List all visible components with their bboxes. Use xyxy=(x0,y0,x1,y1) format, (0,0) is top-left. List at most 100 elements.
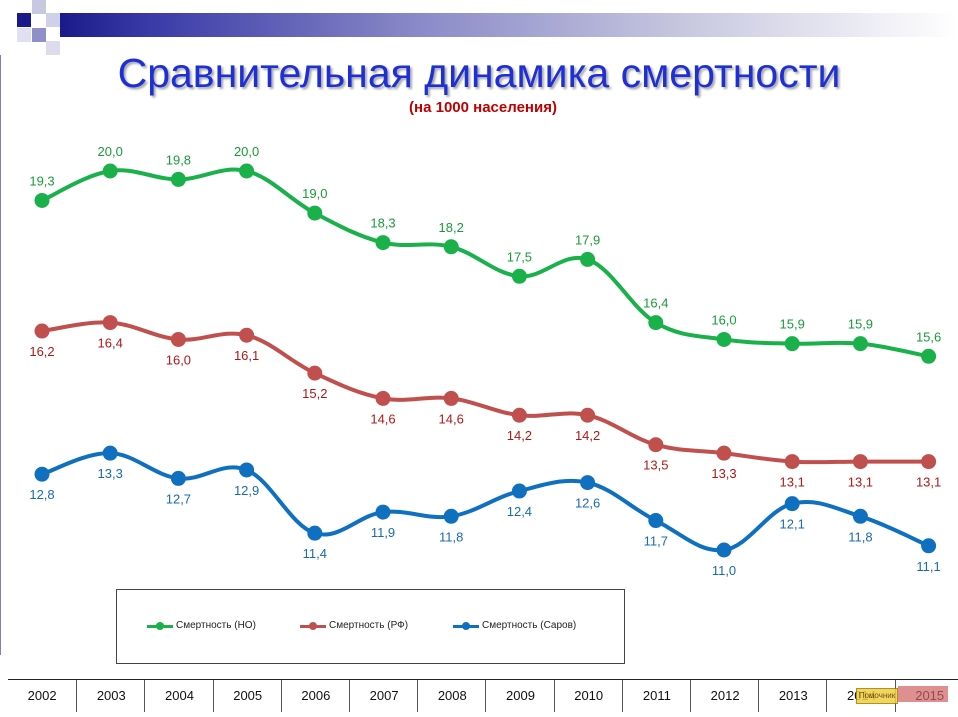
data-label: 12,1 xyxy=(780,517,805,532)
data-label: 12,4 xyxy=(507,504,532,519)
legend-label: Смертность (НО) xyxy=(176,620,256,631)
data-point xyxy=(784,336,800,352)
data-point xyxy=(852,508,868,524)
data-label: 16,4 xyxy=(643,296,668,311)
data-point xyxy=(375,235,391,251)
data-label: 11,9 xyxy=(371,525,395,540)
data-point xyxy=(239,163,255,179)
series-line-0 xyxy=(41,167,929,359)
data-point xyxy=(784,496,800,512)
data-point xyxy=(443,508,459,524)
x-tick-label: 2005 xyxy=(212,680,282,712)
data-point xyxy=(375,390,391,406)
data-label: 15,2 xyxy=(302,386,327,401)
data-point xyxy=(580,251,596,267)
x-axis-table: 2002 2003 2004 2005 2006 2007 2008 2009 2010 2011… xyxy=(8,679,958,712)
x-tick-label: 2002 xyxy=(27,688,57,703)
x-tick-label: 2011 xyxy=(621,680,691,712)
data-label: 14,6 xyxy=(439,411,464,426)
legend-label: Смертность (РФ) xyxy=(329,620,409,631)
data-point xyxy=(852,336,868,352)
data-point xyxy=(511,407,527,423)
data-point xyxy=(921,454,937,470)
data-point xyxy=(34,192,50,208)
data-label: 19,0 xyxy=(302,186,327,201)
data-label: 19,8 xyxy=(166,152,191,167)
data-point xyxy=(34,466,50,482)
data-label: 15,9 xyxy=(848,317,873,332)
x-tick-label: 2013 xyxy=(758,680,827,712)
data-label: 12,7 xyxy=(166,491,191,506)
data-point xyxy=(716,331,732,347)
x-tick-label: 2003 xyxy=(76,680,145,712)
data-point xyxy=(170,331,186,347)
decor-square-mid xyxy=(32,28,46,42)
data-point xyxy=(375,504,391,520)
data-label: 18,3 xyxy=(370,216,395,231)
data-point xyxy=(307,525,323,541)
data-label: 19,3 xyxy=(29,173,54,188)
chart-legend: Смертность (НО) Смертность (РФ) Смертнос… xyxy=(116,589,625,664)
legend-item-no: Смертность (НО) xyxy=(147,620,256,631)
data-label: 14,6 xyxy=(370,411,395,426)
data-label: 14,2 xyxy=(575,428,600,443)
x-tick-label: 2004 xyxy=(144,680,213,712)
data-point xyxy=(511,483,527,499)
x-tick-label: 2009 xyxy=(485,680,554,712)
data-label: 11,4 xyxy=(303,546,327,561)
legend-label: Смертность (Саров) xyxy=(482,620,577,631)
data-point xyxy=(443,390,459,406)
decor-square-light xyxy=(17,28,31,42)
x-tick-label: 2006 xyxy=(280,680,350,712)
data-label: 20,0 xyxy=(98,144,123,159)
data-label: 12,8 xyxy=(29,487,54,502)
data-point xyxy=(580,475,596,491)
data-label: 16,0 xyxy=(166,352,191,367)
x-tick-label: 2010 xyxy=(553,680,623,712)
series-line-2 xyxy=(41,451,930,553)
data-point xyxy=(102,163,118,179)
data-label: 16,1 xyxy=(234,348,259,363)
data-label: 13,1 xyxy=(780,475,805,490)
data-point xyxy=(307,205,323,221)
slide-title: Сравнительная динамика смертности xyxy=(117,50,841,96)
data-point xyxy=(921,348,937,364)
data-point xyxy=(307,365,323,381)
x-tick-label: 2008 xyxy=(417,680,486,712)
data-label: 11,1 xyxy=(916,559,940,574)
data-point xyxy=(34,323,50,339)
data-label: 17,9 xyxy=(575,232,600,247)
data-label: 20,0 xyxy=(234,144,259,159)
data-point xyxy=(921,538,937,554)
x-tick-label: 2007 xyxy=(349,680,418,712)
data-point xyxy=(170,470,186,486)
data-point xyxy=(852,454,868,470)
data-label: 16,4 xyxy=(98,336,123,351)
data-label: 17,5 xyxy=(507,249,532,264)
data-label: 13,1 xyxy=(848,475,873,490)
decor-square-dark xyxy=(17,13,31,27)
legend-marker-icon xyxy=(300,621,326,631)
data-label: 13,5 xyxy=(643,458,668,473)
left-rule-line xyxy=(0,55,1,655)
data-label: 18,2 xyxy=(439,220,464,235)
data-point xyxy=(170,171,186,187)
data-point xyxy=(511,268,527,284)
data-label: 11,8 xyxy=(439,529,463,544)
data-label: 15,9 xyxy=(780,317,805,332)
data-label: 14,2 xyxy=(507,428,532,443)
data-point xyxy=(102,445,118,461)
data-label: 16,0 xyxy=(711,312,736,327)
data-label: 13,3 xyxy=(711,466,736,481)
data-label: 12,6 xyxy=(575,496,600,511)
header-gradient-bar xyxy=(60,13,958,37)
data-point xyxy=(580,407,596,423)
decor-square-light xyxy=(32,0,46,14)
data-point xyxy=(239,462,255,478)
data-label: 16,2 xyxy=(29,344,54,359)
data-point xyxy=(716,542,732,558)
watermark-badge-red xyxy=(898,686,948,702)
decor-square-light xyxy=(46,41,60,55)
data-point xyxy=(648,437,664,453)
